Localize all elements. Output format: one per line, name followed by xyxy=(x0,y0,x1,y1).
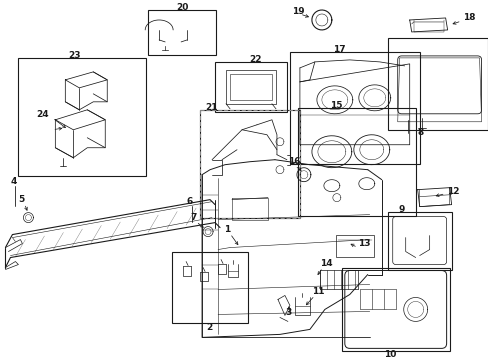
Text: 3: 3 xyxy=(285,308,290,317)
Text: 4: 4 xyxy=(10,177,17,186)
Bar xyxy=(335,235,373,257)
Bar xyxy=(200,110,299,217)
Text: 20: 20 xyxy=(176,4,188,13)
Bar xyxy=(148,10,216,55)
Text: 1: 1 xyxy=(224,225,230,234)
Text: 9: 9 xyxy=(398,205,404,214)
Text: 13: 13 xyxy=(357,239,369,248)
Bar xyxy=(215,62,286,112)
Text: 24: 24 xyxy=(36,110,49,119)
Text: 8: 8 xyxy=(417,128,423,137)
Bar xyxy=(387,38,487,130)
Text: 6: 6 xyxy=(186,197,192,206)
Text: 5: 5 xyxy=(19,195,24,204)
Bar xyxy=(289,52,419,164)
Text: 22: 22 xyxy=(248,55,261,64)
Bar xyxy=(200,110,299,217)
Bar xyxy=(19,58,146,176)
Text: 23: 23 xyxy=(68,51,81,60)
Bar xyxy=(387,212,451,270)
Text: 18: 18 xyxy=(462,13,474,22)
Bar xyxy=(172,252,247,323)
Text: 19: 19 xyxy=(291,8,304,17)
Text: 10: 10 xyxy=(383,350,395,359)
Text: 11: 11 xyxy=(311,287,324,296)
Text: 15: 15 xyxy=(329,101,342,110)
Text: 12: 12 xyxy=(446,187,458,196)
Text: 17: 17 xyxy=(332,45,345,54)
Bar xyxy=(225,70,275,104)
Text: 7: 7 xyxy=(190,213,196,222)
Text: 2: 2 xyxy=(205,323,212,332)
Bar xyxy=(229,74,271,100)
Text: 16: 16 xyxy=(287,157,300,166)
Text: 14: 14 xyxy=(319,259,332,268)
Text: 21: 21 xyxy=(204,103,217,112)
Bar xyxy=(341,267,448,351)
Bar xyxy=(297,108,415,216)
